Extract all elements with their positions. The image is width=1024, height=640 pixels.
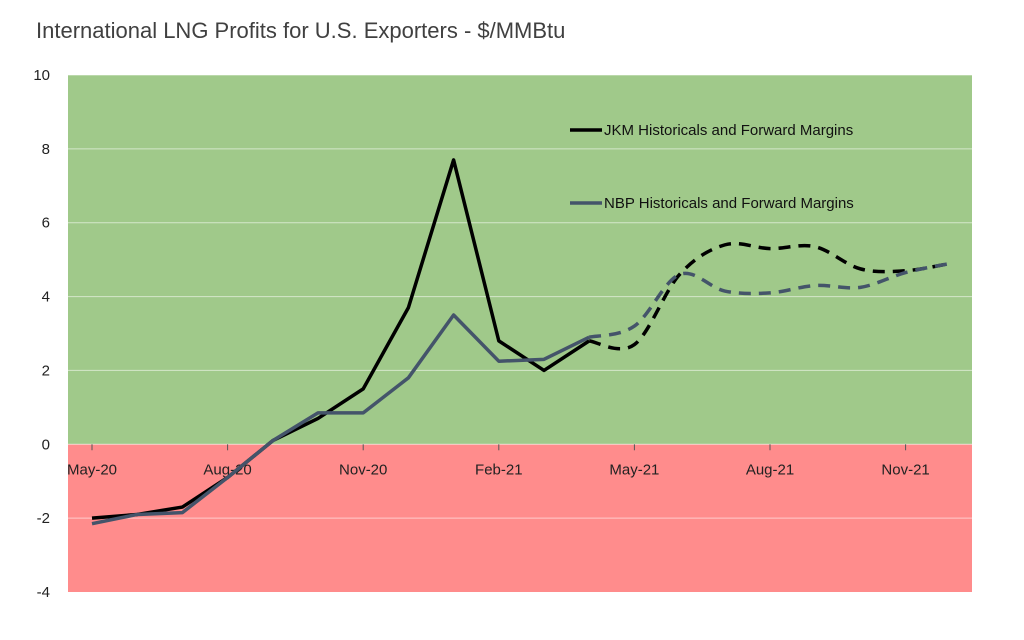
x-tick-label: Nov-20	[339, 461, 387, 478]
jkm-historical-line	[91, 158, 591, 520]
series-lines	[91, 158, 952, 526]
x-axis-ticks: May-20 Aug-20 Nov-20 Feb-21 May-21 Aug-21 Nov-…	[67, 444, 930, 478]
y-axis-ticks: -4 -2 0 2 4 6 8 10	[33, 67, 50, 601]
y-tick-label: 2	[42, 362, 50, 379]
x-tick-label: May-20	[67, 461, 117, 478]
background-bands	[68, 75, 972, 592]
y-tick-label: -4	[37, 584, 50, 601]
gridlines	[68, 74, 972, 519]
y-tick-label: 4	[42, 289, 50, 306]
y-tick-label: 8	[42, 141, 50, 158]
x-tick-label: May-21	[609, 461, 659, 478]
legend: JKM Historicals and Forward Margins NBP H…	[570, 122, 854, 212]
nbp-legend-label: NBP Historicals and Forward Margins	[604, 195, 854, 212]
nbp-forward-line	[588, 261, 952, 339]
chart-title: International LNG Profits for U.S. Expor…	[36, 18, 566, 43]
x-tick-label: Feb-21	[475, 461, 523, 478]
y-tick-label: -2	[37, 510, 50, 527]
y-tick-label: 10	[33, 67, 50, 84]
jkm-forward-line	[588, 241, 952, 351]
y-tick-label: 0	[42, 436, 50, 453]
jkm-legend-label: JKM Historicals and Forward Margins	[604, 122, 853, 139]
nbp-historical-line	[91, 313, 590, 526]
x-tick-label: Aug-21	[746, 461, 794, 478]
x-tick-label: Nov-21	[881, 461, 929, 478]
y-tick-label: 6	[42, 215, 50, 232]
positive-band	[68, 75, 972, 445]
